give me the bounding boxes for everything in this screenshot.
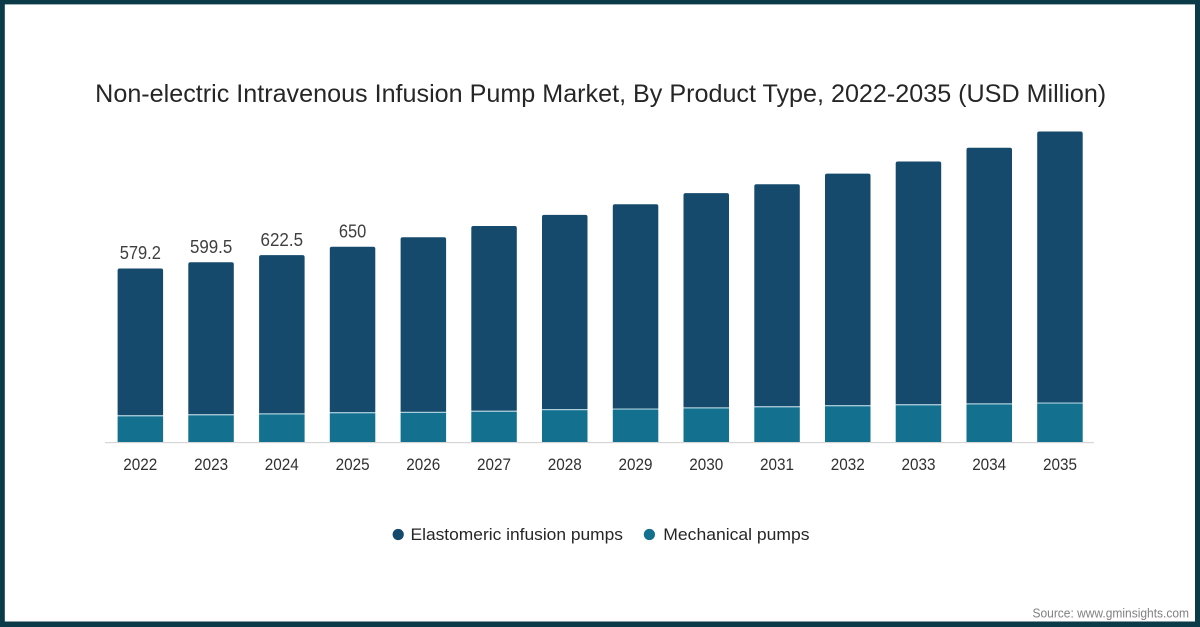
svg-text:622.5: 622.5 bbox=[261, 230, 304, 250]
svg-text:2034: 2034 bbox=[972, 456, 1006, 474]
svg-text:579.2: 579.2 bbox=[120, 243, 161, 263]
svg-text:2035: 2035 bbox=[1043, 456, 1077, 474]
svg-text:Mechanical pumps: Mechanical pumps bbox=[663, 525, 809, 544]
svg-text:2029: 2029 bbox=[619, 456, 653, 474]
svg-text:Elastomeric infusion pumps: Elastomeric infusion pumps bbox=[411, 525, 624, 544]
svg-text:Source: www.gminsights.com: Source: www.gminsights.com bbox=[1033, 606, 1190, 621]
svg-text:2025: 2025 bbox=[336, 456, 370, 474]
svg-text:2022: 2022 bbox=[123, 456, 157, 474]
svg-text:2030: 2030 bbox=[689, 456, 723, 474]
svg-text:2031: 2031 bbox=[760, 456, 794, 474]
svg-text:2024: 2024 bbox=[265, 456, 299, 474]
svg-text:2027: 2027 bbox=[477, 456, 511, 474]
svg-text:2033: 2033 bbox=[902, 456, 936, 474]
svg-text:650: 650 bbox=[339, 222, 366, 242]
svg-text:2026: 2026 bbox=[406, 456, 440, 474]
svg-text:2028: 2028 bbox=[548, 456, 582, 474]
svg-text:Non-electric Intravenous Infus: Non-electric Intravenous Infusion Pump M… bbox=[95, 80, 1106, 108]
svg-text:2032: 2032 bbox=[831, 456, 865, 474]
svg-text:2023: 2023 bbox=[194, 456, 228, 474]
svg-text:599.5: 599.5 bbox=[190, 237, 232, 257]
